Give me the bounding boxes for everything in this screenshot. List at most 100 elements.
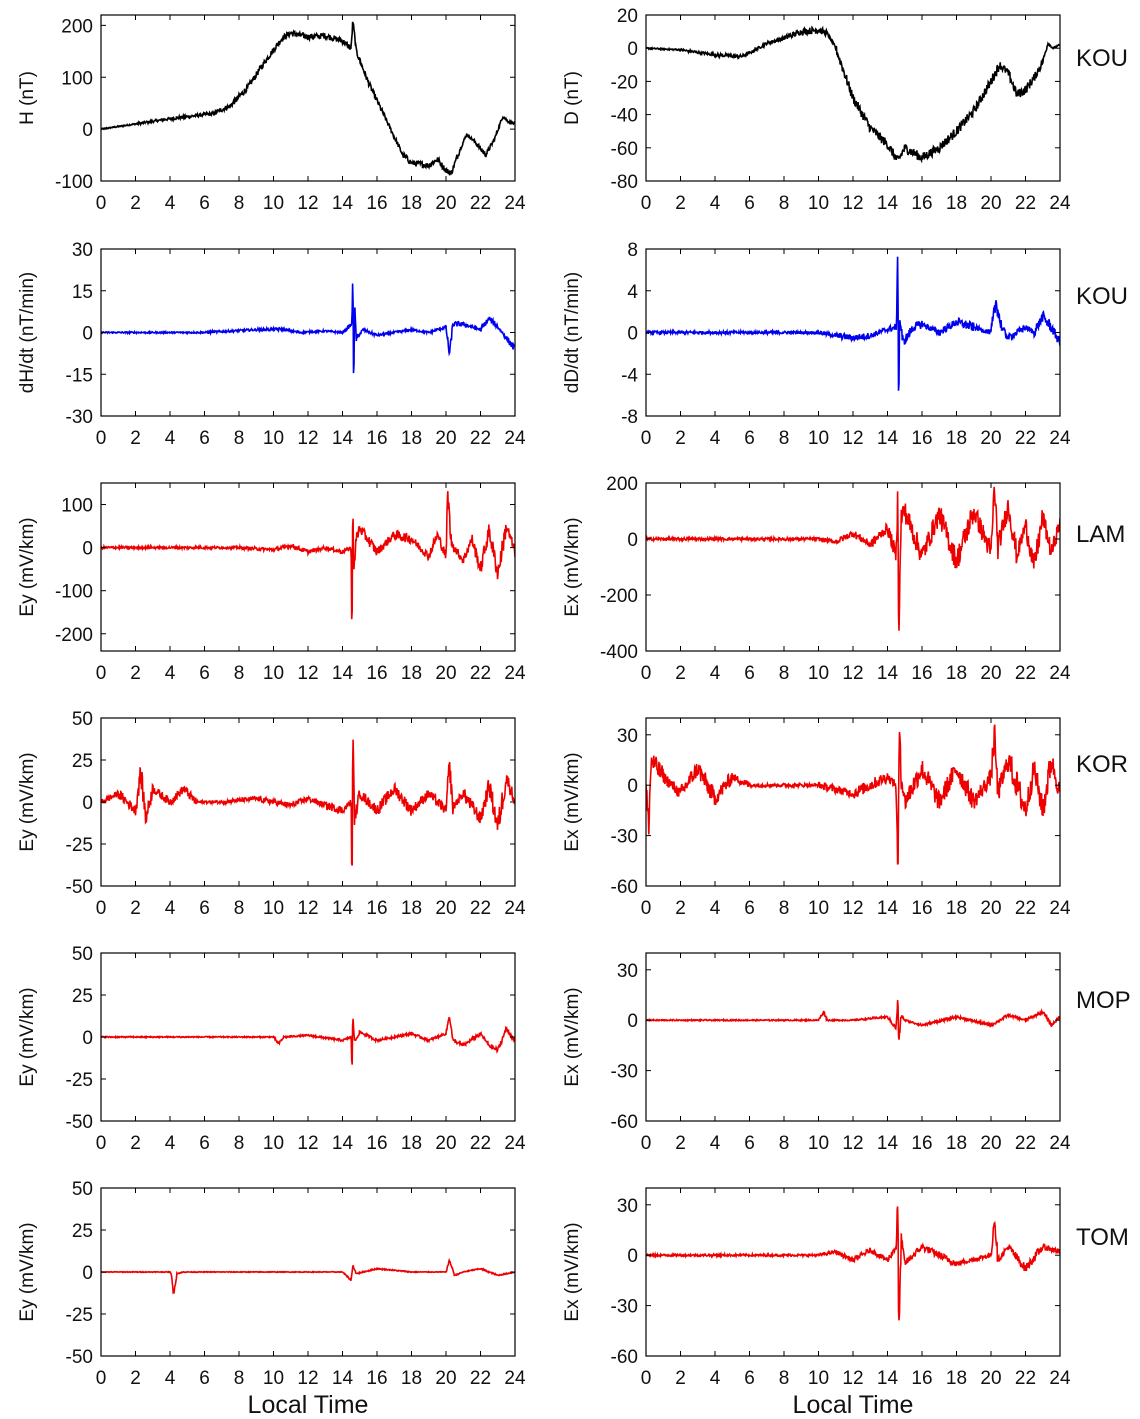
y-tick-label: 0 [627, 1011, 638, 1032]
x-tick-label: 2 [130, 1133, 141, 1154]
series-line-left-4-0 [101, 1016, 515, 1065]
x-tick-label: 10 [263, 193, 284, 214]
y-tick-label: 50 [72, 709, 93, 730]
y-axis-label: Ey (mV/km) [17, 1222, 38, 1321]
axes-frame [645, 952, 1061, 1122]
x-tick-label: 8 [779, 1368, 790, 1389]
x-tick-label: 0 [641, 663, 652, 684]
x-tick-label: 0 [96, 428, 107, 449]
y-tick-label: -80 [611, 172, 638, 193]
x-tick-label: 24 [1049, 193, 1071, 214]
x-tick-label: 6 [744, 663, 755, 684]
x-tick-label: 16 [911, 898, 932, 919]
x-tick-label: 10 [808, 1133, 829, 1154]
x-tick-label: 20 [435, 428, 456, 449]
axes-frame [645, 717, 1061, 887]
x-axis-label-right: Local Time [793, 1391, 914, 1419]
x-tick-label: 14 [332, 428, 354, 449]
x-tick-label: 8 [779, 898, 790, 919]
x-tick-label: 22 [470, 1368, 491, 1389]
x-tick-label: 24 [504, 663, 526, 684]
x-tick-label: 16 [366, 663, 387, 684]
x-tick-label: 6 [199, 1368, 210, 1389]
x-tick-label: 18 [946, 663, 967, 684]
y-tick-label: 8 [627, 240, 638, 261]
x-tick-label: 6 [744, 1368, 755, 1389]
y-tick-label: 0 [627, 1246, 638, 1267]
x-tick-label: 12 [297, 898, 318, 919]
x-tick-label: 22 [1015, 428, 1036, 449]
x-tick-label: 16 [366, 898, 387, 919]
x-tick-label: 10 [808, 1368, 829, 1389]
x-tick-label: 16 [366, 428, 387, 449]
y-tick-label: 30 [617, 726, 638, 747]
y-axis-label: D (nT) [562, 71, 583, 125]
x-tick-label: 18 [946, 1368, 967, 1389]
x-tick-label: 10 [263, 663, 284, 684]
y-tick-label: 0 [627, 530, 638, 551]
x-tick-label: 0 [641, 193, 652, 214]
x-tick-label: 8 [234, 663, 245, 684]
y-tick-label: -30 [66, 407, 93, 428]
x-tick-label: 20 [980, 898, 1001, 919]
x-tick-label: 14 [332, 193, 354, 214]
x-tick-label: 14 [877, 193, 899, 214]
x-tick-label: 20 [435, 898, 456, 919]
x-tick-label: 10 [263, 1368, 284, 1389]
y-tick-label: 0 [82, 1028, 93, 1049]
x-tick-label: 0 [641, 1368, 652, 1389]
x-tick-label: 0 [96, 193, 107, 214]
x-tick-label: 20 [980, 1368, 1001, 1389]
x-tick-label: 4 [165, 898, 176, 919]
y-tick-label: -40 [611, 106, 638, 127]
x-tick-label: 22 [1015, 193, 1036, 214]
x-tick-label: 20 [980, 663, 1001, 684]
y-tick-label: -4 [621, 365, 638, 386]
y-tick-label: -30 [611, 1062, 638, 1083]
y-axis-label: H (nT) [17, 71, 38, 125]
y-tick-label: -50 [66, 1112, 93, 1133]
x-tick-label: 0 [641, 898, 652, 919]
y-tick-label: 30 [617, 1196, 638, 1217]
x-tick-label: 0 [641, 1133, 652, 1154]
x-tick-label: 18 [946, 1133, 967, 1154]
x-tick-label: 14 [877, 1133, 899, 1154]
x-tick-label: 8 [779, 193, 790, 214]
x-tick-label: 6 [744, 898, 755, 919]
x-tick-label: 12 [842, 1133, 863, 1154]
x-tick-label: 24 [1049, 428, 1071, 449]
y-tick-label: -25 [66, 835, 93, 856]
x-tick-label: 10 [808, 898, 829, 919]
y-tick-label: -400 [600, 642, 638, 663]
x-tick-label: 4 [710, 428, 721, 449]
y-tick-label: 100 [61, 68, 93, 89]
y-axis-label: Ex (mV/km) [562, 987, 583, 1086]
y-tick-label: -200 [55, 625, 93, 646]
y-tick-label: -50 [66, 1347, 93, 1368]
x-tick-label: 10 [808, 663, 829, 684]
y-tick-label: -8 [621, 407, 638, 428]
x-tick-label: 2 [675, 1368, 686, 1389]
x-tick-label: 22 [1015, 898, 1036, 919]
x-tick-label: 8 [779, 1133, 790, 1154]
x-tick-label: 12 [297, 1133, 318, 1154]
x-tick-label: 22 [470, 898, 491, 919]
x-tick-label: 16 [366, 1133, 387, 1154]
x-tick-label: 14 [332, 898, 354, 919]
x-tick-label: 20 [980, 428, 1001, 449]
x-tick-label: 0 [96, 1368, 107, 1389]
x-tick-label: 16 [911, 1133, 932, 1154]
y-tick-label: -60 [611, 1347, 638, 1368]
y-axis-label: dD/dt (nT/min) [562, 272, 583, 393]
x-tick-label: 8 [779, 663, 790, 684]
x-tick-label: 20 [980, 1133, 1001, 1154]
x-tick-label: 22 [470, 663, 491, 684]
x-tick-label: 4 [710, 1133, 721, 1154]
axes-frame [100, 482, 516, 652]
